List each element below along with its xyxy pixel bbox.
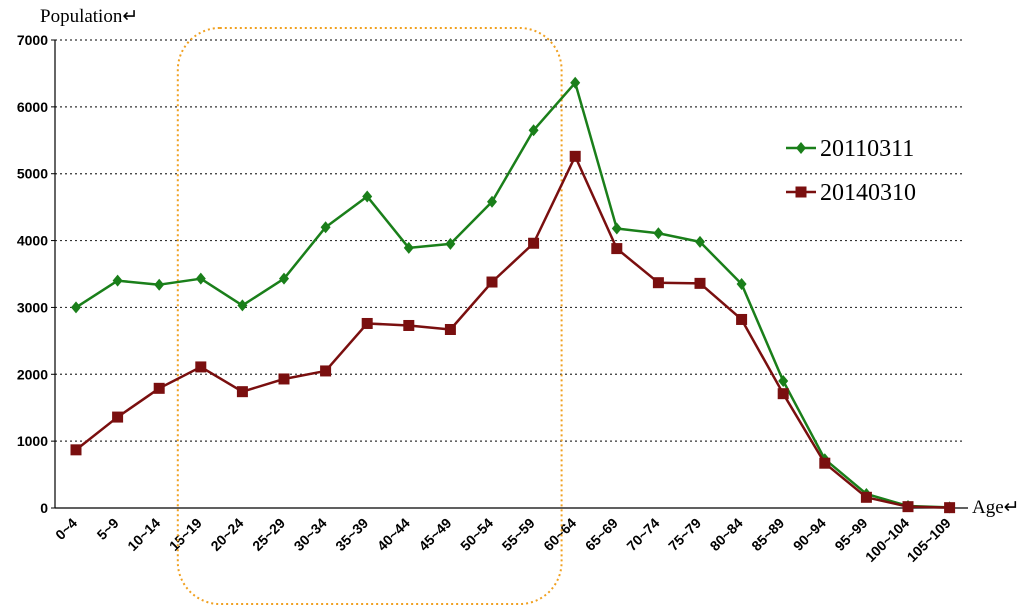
data-point [320,365,332,377]
data-point [528,124,539,137]
data-point [195,272,206,285]
gridlines [55,39,962,442]
x-tick-label: 30~34 [291,515,330,554]
highlight-box [176,27,563,605]
data-point [112,411,124,423]
data-point [653,227,664,240]
x-tick-label: 5~9 [94,515,122,543]
x-tick-label: 10~14 [124,515,163,554]
legend-marker [795,186,807,198]
x-tick-label: 65~69 [582,515,621,554]
x-tick-label: 100~104 [862,515,912,565]
data-point [487,195,497,208]
y-axis-title: Population↵ [40,6,138,27]
data-point [112,274,123,287]
data-point [569,150,581,162]
data-point [237,299,248,312]
legend-label: 20140310 [820,180,916,206]
x-tick-label: 60~64 [540,515,579,554]
legend-label: 20110311 [820,136,914,162]
data-point [403,319,415,331]
data-point [445,237,456,250]
x-tick-label: 70~74 [623,515,662,554]
data-point [279,272,289,285]
x-axis-title: Age↵ [972,497,1020,518]
x-tick-label: 85~89 [748,515,787,554]
series-lines [70,76,956,514]
data-point [944,502,956,514]
data-point [736,278,747,291]
data-point [652,277,664,289]
y-tick-label: 4000 [17,233,48,249]
data-point [403,241,414,254]
x-tick-label: 75~79 [665,515,704,554]
x-tick-label: 20~24 [207,515,246,554]
x-tick-label: 40~44 [374,515,413,554]
data-point [70,444,82,456]
y-tick-label: 3000 [17,299,48,315]
data-point [361,317,373,329]
data-point [778,374,789,387]
legend: 20110311 20140310 [786,136,916,206]
data-point [362,190,373,203]
data-point [444,323,456,335]
x-tick-label: 45~49 [415,515,454,554]
y-tick-label: 5000 [17,166,48,182]
y-tick-label: 2000 [17,366,48,382]
y-tick-label: 0 [40,500,48,516]
x-tick-label: 95~99 [831,515,870,554]
x-tick-label: 80~84 [707,515,746,554]
y-tick-label: 7000 [17,32,48,48]
data-point [902,501,914,513]
data-point [195,361,207,373]
tick-labels: 0 1000 2000 3000 4000 5000 6000 7000 0~4 5~9 10~14… [17,32,954,565]
data-point [320,221,331,234]
axes [51,39,968,509]
x-tick-label: 90~94 [790,515,829,554]
data-point [153,382,165,394]
y-tick-label: 6000 [17,99,48,115]
x-tick-label: 25~29 [249,515,288,554]
data-point [611,243,623,255]
legend-marker [796,142,806,154]
data-point [236,386,248,398]
x-tick-label: 0~4 [52,515,80,543]
data-point [819,457,831,469]
x-tick-label: 50~54 [457,515,496,554]
data-point [694,277,706,289]
x-tick-label: 35~39 [332,515,371,554]
data-point [695,235,705,248]
data-point [611,222,622,235]
data-point [777,388,789,400]
data-point [860,491,872,503]
x-tick-label: 15~19 [166,515,205,554]
series-line-20110311 [75,81,950,509]
data-point [528,237,540,249]
data-point [154,278,165,291]
data-point [486,276,498,288]
data-point [736,313,748,325]
series-line-20140310 [75,155,950,509]
x-tick-label: 55~59 [499,515,538,554]
data-point [278,373,290,385]
y-tick-label: 1000 [17,433,48,449]
data-point [570,76,581,89]
highlight-rect [176,27,563,605]
data-point [71,301,81,314]
x-tick-label: 105~109 [904,515,954,565]
